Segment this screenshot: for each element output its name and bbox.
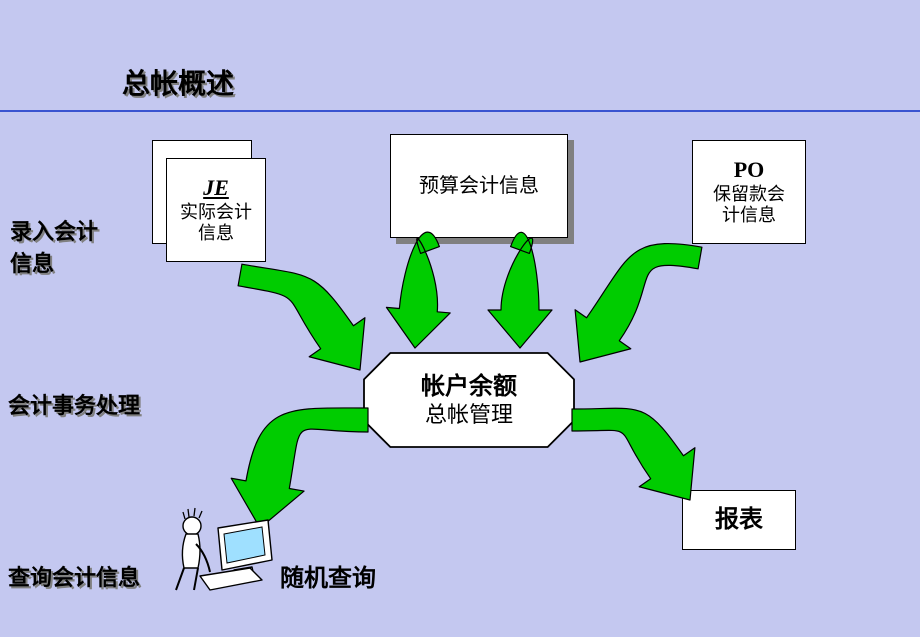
svg-text:总帐管理: 总帐管理 [425, 402, 513, 427]
diagram-svg: 帐户余额总帐管理 [0, 0, 920, 637]
center-octagon: 帐户余额总帐管理 [364, 353, 574, 447]
diagram-stage: 总帐概述 总帐概述 录入会计 信息 录入会计 信息 会计事务处理 会计事务处理 … [0, 0, 920, 637]
svg-text:帐户余额: 帐户余额 [421, 372, 517, 400]
